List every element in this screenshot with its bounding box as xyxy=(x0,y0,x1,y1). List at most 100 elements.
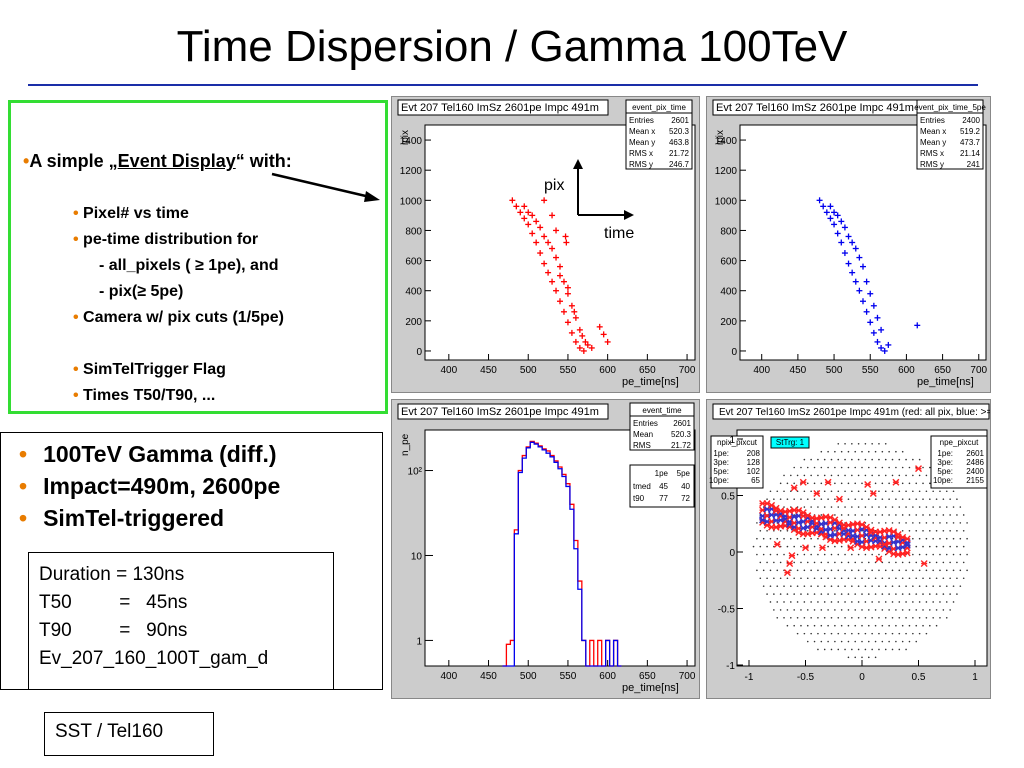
npe-box-frame xyxy=(930,435,988,489)
camera-pixel xyxy=(861,656,863,659)
event-display-link[interactable]: Event Display xyxy=(117,151,236,171)
camera-pixel xyxy=(956,561,958,564)
camera-pixel xyxy=(915,609,918,611)
x-tick-label: 550 xyxy=(862,365,879,376)
camera-pixel xyxy=(908,640,911,643)
camera-pixel xyxy=(847,593,850,595)
data-points xyxy=(509,197,611,354)
camera-pixel xyxy=(779,498,782,500)
y-tick-label: 0 xyxy=(416,347,422,358)
camera-pixel xyxy=(942,514,945,516)
camera-pixel xyxy=(837,601,840,603)
camera-pixel xyxy=(830,632,833,635)
camera-pixel xyxy=(891,490,894,493)
camera-pixel xyxy=(939,617,941,619)
data-point xyxy=(852,245,859,252)
hit-pixel xyxy=(818,544,826,552)
y-tick-label: 600 xyxy=(405,257,422,268)
camera-pixel xyxy=(871,585,873,587)
camera-pixel xyxy=(786,498,789,500)
camera-pixel xyxy=(830,648,833,651)
camera-pixel xyxy=(840,624,843,627)
camera-pixel xyxy=(813,498,816,500)
y-tick-label: 0.5 xyxy=(721,492,735,503)
camera-pixel xyxy=(952,506,955,508)
camera-pixel xyxy=(786,545,789,548)
data-point xyxy=(525,209,532,216)
y-tick-label: 1000 xyxy=(715,196,738,207)
camera-pixel xyxy=(871,442,873,445)
camera-pixel xyxy=(884,506,887,508)
camera-pixel xyxy=(891,458,894,461)
camera-pixel xyxy=(908,514,911,516)
trigger-flag-label: StTrg: 1 xyxy=(776,438,805,447)
stats-box-frame xyxy=(625,99,693,170)
camera-pixel xyxy=(827,498,829,500)
camera-pixel xyxy=(945,617,948,619)
x-tick-label: 1 xyxy=(972,672,978,683)
camera-pixel xyxy=(851,617,853,619)
camera-pixel xyxy=(861,577,863,580)
camera-pixel xyxy=(905,458,907,461)
hit-pixel xyxy=(824,478,832,486)
camera-pixel xyxy=(908,577,911,580)
camera-pixel xyxy=(796,537,799,540)
camera-pixel xyxy=(817,553,819,556)
camera-pixel xyxy=(773,593,775,595)
camera-pixel xyxy=(895,466,897,469)
camera-pixel xyxy=(925,522,928,524)
hit-pixel xyxy=(892,478,900,486)
stats-key: RMS y xyxy=(920,160,944,169)
camera-pixel xyxy=(834,561,836,564)
fact-2: • SimTel-triggered xyxy=(19,505,224,532)
camera-pixel xyxy=(922,609,924,611)
camera-pixel xyxy=(857,632,860,635)
camera-pixel xyxy=(786,609,789,611)
camera-pixel xyxy=(878,442,880,445)
panel-pix-time: Evt 207 Tel160 ImSz 2601pe Impc 491m eve… xyxy=(391,96,700,393)
npix-key: 10pe: xyxy=(709,476,729,485)
camera-pixel xyxy=(820,577,823,580)
data-point xyxy=(572,314,579,321)
camera-pixel xyxy=(803,474,806,477)
y-axis-label: ipix xyxy=(400,130,411,145)
stats-value: 2601 xyxy=(671,116,689,125)
data-point xyxy=(852,278,859,285)
camera-pixel xyxy=(881,640,884,643)
data-point xyxy=(549,212,556,219)
data-point xyxy=(834,212,841,219)
camera-pixel xyxy=(895,498,897,500)
camera-pixel xyxy=(898,569,901,572)
camera-pixel xyxy=(891,617,894,619)
camera-pixel xyxy=(945,585,948,587)
camera-pixel xyxy=(891,506,894,508)
data-point xyxy=(564,290,571,297)
camera-pixel xyxy=(793,514,795,516)
y-axis-label: n_pe xyxy=(400,433,411,456)
camera-pixel xyxy=(962,545,965,548)
camera-pixel xyxy=(884,474,887,477)
camera-pixel xyxy=(854,466,857,469)
camera-pixel xyxy=(834,545,836,548)
table-head: 5pe xyxy=(677,469,691,478)
camera-pixel xyxy=(962,514,965,516)
hit-pixels xyxy=(759,465,928,577)
camera-pixel xyxy=(901,482,904,485)
npix-key: 5pe: xyxy=(713,467,729,476)
camera-pixel xyxy=(854,624,857,627)
camera-pixel xyxy=(851,490,853,493)
camera-pixel xyxy=(925,617,928,619)
camera-pixel xyxy=(810,553,812,556)
camera-pixel xyxy=(793,482,795,485)
panel-camera-display: Evt 207 Tel160 ImSz 2601pe Impc 491m (re… xyxy=(706,399,991,699)
data-point xyxy=(541,233,548,240)
camera-pixel xyxy=(854,577,857,580)
camera-pixel xyxy=(871,506,873,508)
camera-pixel xyxy=(888,640,890,643)
y-tick-label: 200 xyxy=(405,317,422,328)
camera-pixel xyxy=(878,522,880,524)
camera-pixel xyxy=(935,545,938,548)
camera-pixel xyxy=(756,569,758,572)
camera-pixel xyxy=(817,458,819,461)
camera-pixel xyxy=(901,561,904,564)
